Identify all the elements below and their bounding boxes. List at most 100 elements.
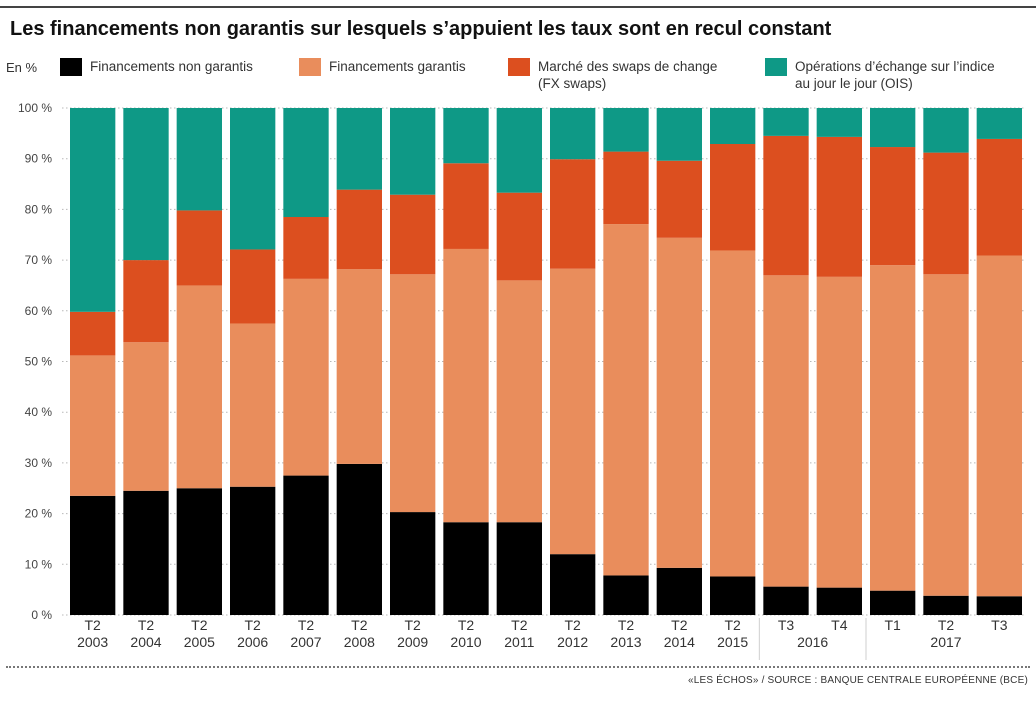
bar-segment-series-2 [336,189,382,270]
bar-segment-series-0 [496,522,542,615]
y-tick-label: 10 % [25,557,53,571]
bar-segment-series-0 [70,495,116,615]
bar-segment-series-1 [550,268,596,555]
x-tick-year: 2006 [237,634,268,650]
bar-segment-series-1 [976,255,1022,597]
y-tick-label: 40 % [25,405,53,419]
bar-segment-series-0 [763,586,809,615]
bar-segment-series-0 [550,554,596,615]
x-tick-quarter: T2 [618,617,635,633]
x-tick-year: 2007 [290,634,321,650]
y-tick-label: 20 % [25,507,53,521]
bar-segment-series-2 [283,217,329,279]
x-tick-year: 2003 [77,634,108,650]
bar-segment-series-1 [443,248,489,523]
legend-label-unsecured: Financements non garantis [90,59,253,74]
bar-segment-series-3 [390,108,436,195]
bar-segment-series-0 [230,486,276,615]
legend-swatch-ois [765,58,787,76]
x-tick-quarter: T2 [724,617,741,633]
y-tick-label: 90 % [25,152,53,166]
bar-segment-series-2 [923,152,969,275]
x-tick-quarter: T3 [991,617,1008,633]
bar-segment-series-1 [816,276,862,588]
x-tick-year: 2014 [664,634,695,650]
x-tick-quarter: T2 [404,617,421,633]
bar-segment-series-3 [550,108,596,160]
stacked-bar-chart: 0 % 10 % 20 % 30 % 40 % 50 % 60 % 70 % 80 % 90 % 1… [18,101,1026,660]
x-tick-year: 2016 [797,634,828,650]
legend-label-ois: Opérations d’échange sur l’indice au jou… [795,59,995,91]
bar-segment-series-0 [336,463,382,615]
bar-segment-series-0 [976,596,1022,615]
x-tick-quarter: T2 [564,617,581,633]
bar-segment-series-3 [816,108,862,137]
x-tick-quarter: T3 [778,617,795,633]
bar-segment-series-1 [923,274,969,596]
bar-segment-series-3 [870,108,916,148]
source-note: «LES ÉCHOS» / SOURCE : BANQUE CENTRALE E… [688,675,1028,686]
bar-segment-series-3 [976,108,1022,139]
legend-swatch-fx-swaps [508,58,530,76]
bar-segment-series-1 [230,323,276,487]
bar-segment-series-2 [656,160,702,238]
bar-segment-series-0 [870,590,916,615]
top-rule [0,6,1036,8]
bar-segment-series-2 [443,163,489,249]
bar-segment-series-2 [176,210,222,286]
bar-segment-series-3 [656,108,702,161]
bar-segment-series-3 [336,108,382,190]
x-tick-quarter: T2 [938,617,955,633]
bar-segment-series-1 [336,269,382,464]
bar-segment-series-0 [443,522,489,615]
bar-segment-series-0 [603,575,649,615]
legend-swatch-unsecured [60,58,82,76]
bar-segment-series-2 [603,151,649,225]
x-tick-year: 2013 [610,634,641,650]
y-tick-label: 80 % [25,202,53,216]
bar-segment-series-2 [230,249,276,324]
bar-segment-series-0 [816,587,862,615]
legend-item-ois: Opérations d’échange sur l’indice au jou… [765,58,995,92]
bar-segment-series-2 [390,194,436,275]
legend-item-unsecured: Financements non garantis [60,58,253,76]
x-tick-quarter: T2 [244,617,261,633]
bar-segment-series-1 [176,285,222,489]
bar-segment-series-2 [976,138,1022,256]
bar-segment-series-0 [923,595,969,615]
x-tick-year: 2012 [557,634,588,650]
bar-segment-series-3 [603,108,649,152]
x-tick-quarter: T2 [458,617,475,633]
x-tick-year: 2009 [397,634,428,650]
chart-title: Les financements non garantis sur lesque… [10,18,832,40]
x-tick-year: 2017 [930,634,961,650]
bar-segment-series-2 [763,135,809,276]
bar-segment-series-2 [496,192,542,281]
x-tick-quarter: T4 [831,617,848,633]
x-tick-quarter: T2 [298,617,315,633]
x-tick-quarter: T2 [191,617,208,633]
bar-segment-series-2 [816,136,862,277]
bar-segment-series-0 [710,576,756,615]
bar-segment-series-2 [710,143,756,251]
y-tick-label: 30 % [25,456,53,470]
x-tick-year: 2010 [450,634,481,650]
x-tick-quarter: T2 [138,617,155,633]
bar-segment-series-2 [70,311,116,356]
y-tick-label: 60 % [25,304,53,318]
bar-segment-series-1 [603,224,649,576]
x-tick-quarter: T2 [84,617,101,633]
bar-segment-series-3 [923,108,969,153]
bar-segment-series-3 [70,108,116,312]
bar-segment-series-1 [283,278,329,476]
bar-segment-series-1 [656,237,702,568]
legend-swatch-secured [299,58,321,76]
bar-segment-series-0 [176,488,222,615]
bar-segment-series-1 [123,342,169,491]
bar-segment-series-2 [123,260,169,343]
x-tick-quarter: T2 [351,617,368,633]
bar-segment-series-1 [390,274,436,513]
x-tick-year: 2008 [344,634,375,650]
bar-segment-series-2 [550,159,596,269]
unit-label: En % [6,60,38,75]
